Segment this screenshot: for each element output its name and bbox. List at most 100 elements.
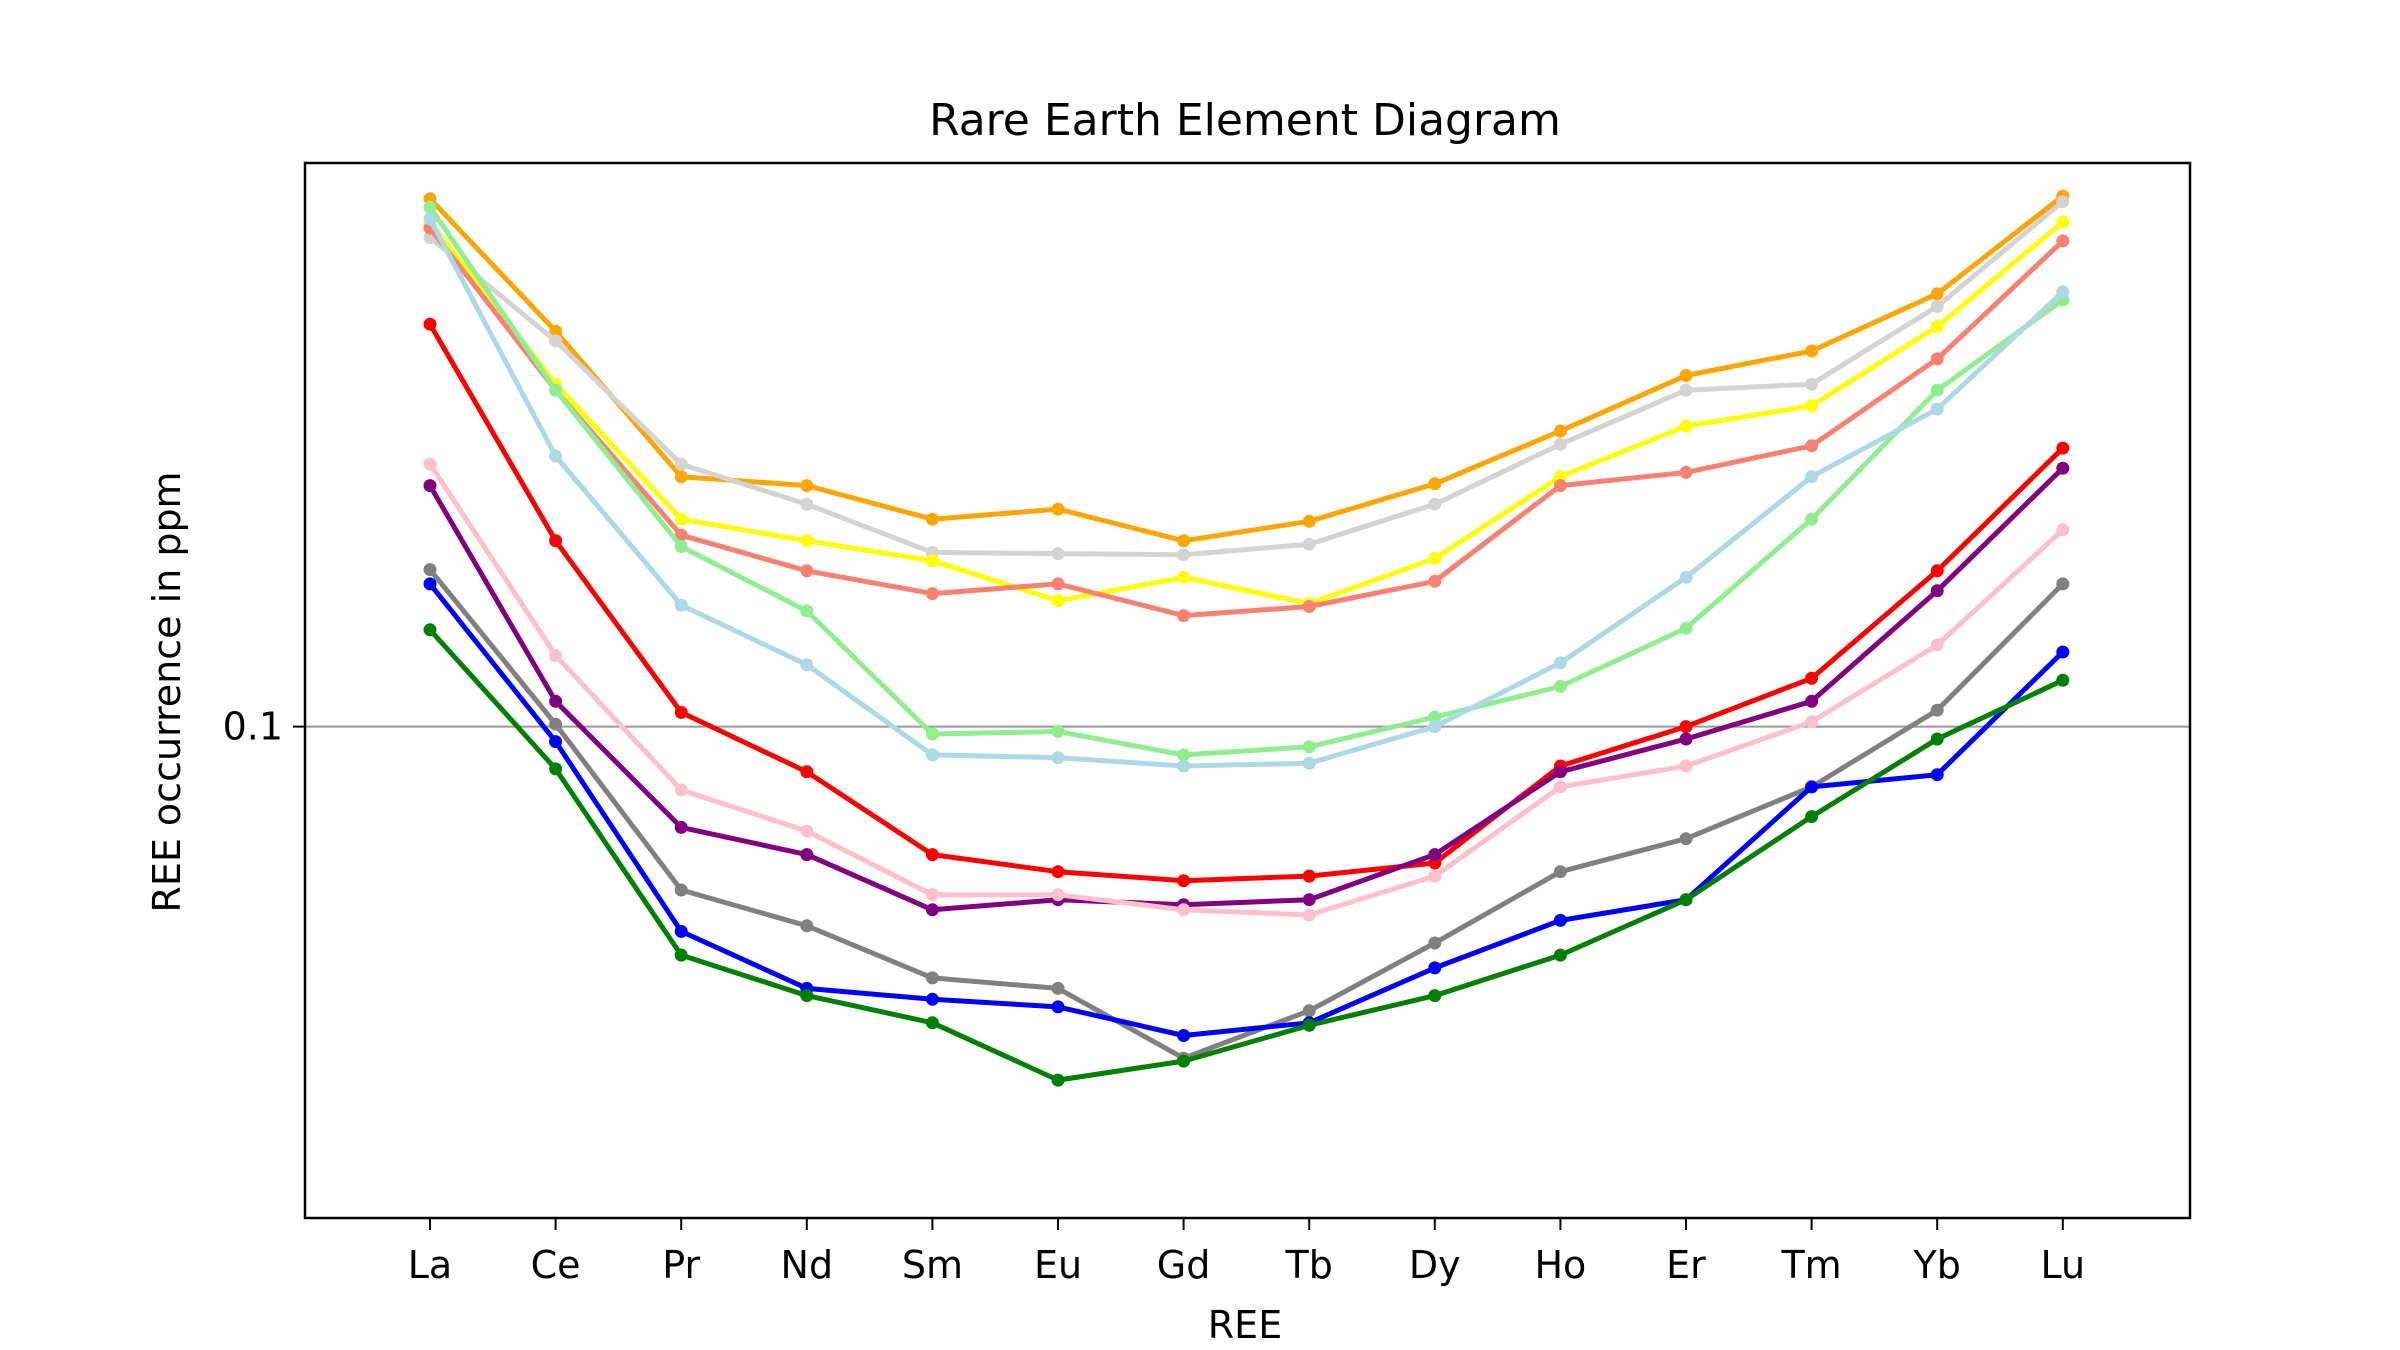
series-7-point-Ce	[549, 534, 563, 548]
series-10-point-Tb	[1302, 1004, 1316, 1018]
series-11-point-La	[423, 577, 437, 591]
series-2-point-Tb	[1302, 537, 1316, 551]
series-1-line	[427, 193, 2066, 544]
series-3-point-Ho	[1553, 470, 1567, 484]
series-11	[423, 577, 2070, 1042]
series-8-point-Dy	[1428, 848, 1442, 862]
series-3-point-Lu	[2056, 215, 2070, 229]
series-7-point-Gd	[1177, 874, 1191, 888]
series-4-line	[427, 225, 2066, 619]
series-4-point-Dy	[1428, 574, 1442, 588]
series-9-point-Gd	[1177, 903, 1191, 917]
series-4-point-Eu	[1051, 577, 1065, 591]
series-4-point-Lu	[2056, 234, 2070, 248]
series-layer	[423, 189, 2070, 1087]
series-12-point-Eu	[1051, 1073, 1065, 1087]
series-9-point-Tm	[1805, 715, 1819, 729]
series-2-point-Yb	[1930, 299, 1944, 313]
series-8-point-Tb	[1302, 893, 1316, 907]
series-12-point-Lu	[2056, 673, 2070, 687]
series-5-point-Sm	[925, 727, 939, 741]
series-4-point-Tm	[1805, 439, 1819, 453]
series-8-point-La	[423, 479, 437, 493]
series-4-point-Nd	[800, 564, 814, 578]
series-5-point-Nd	[800, 604, 814, 618]
series-3-point-Pr	[674, 512, 688, 526]
series-9	[423, 457, 2070, 922]
series-11-point-Gd	[1177, 1029, 1191, 1042]
series-3-point-Yb	[1930, 320, 1944, 333]
chart-title: Rare Earth Element Diagram	[929, 95, 1561, 146]
series-1-point-Gd	[1177, 534, 1191, 548]
series-12-point-Sm	[925, 1016, 939, 1030]
series-2-point-Tm	[1805, 377, 1819, 391]
series-9-point-Er	[1679, 759, 1693, 773]
series-5-point-Pr	[674, 540, 688, 553]
series-1-point-Dy	[1428, 477, 1442, 491]
series-6-point-Dy	[1428, 720, 1442, 734]
series-10-line	[427, 567, 2066, 1061]
series-3-point-Sm	[925, 554, 939, 568]
series-12-point-Yb	[1930, 732, 1944, 746]
series-6-point-Pr	[674, 598, 688, 612]
series-3-point-Dy	[1428, 551, 1442, 565]
x-tick-label-Gd: Gd	[1157, 1243, 1211, 1287]
series-2-point-Ce	[549, 334, 563, 348]
series-12-point-Gd	[1177, 1054, 1191, 1068]
series-2-point-Lu	[2056, 195, 2070, 209]
series-12-point-Dy	[1428, 989, 1442, 1003]
series-12-point-Er	[1679, 893, 1693, 907]
series-5-point-Dy	[1428, 710, 1442, 724]
series-6-point-La	[423, 212, 437, 226]
series-1-point-Ce	[549, 324, 563, 338]
series-6-point-Sm	[925, 748, 939, 762]
series-9-point-Ho	[1553, 780, 1567, 794]
series-1-point-Pr	[674, 470, 688, 484]
series-8-line	[427, 465, 2066, 913]
series-9-point-Eu	[1051, 888, 1065, 902]
series-6-point-Yb	[1930, 402, 1944, 416]
series-4	[423, 221, 2070, 623]
series-7-point-Tb	[1302, 869, 1316, 883]
series-8-point-Sm	[925, 903, 939, 917]
series-12-point-Pr	[674, 948, 688, 962]
series-4-point-Gd	[1177, 609, 1191, 623]
series-9-point-Sm	[925, 888, 939, 902]
series-7-point-Er	[1679, 720, 1693, 734]
series-4-point-Ho	[1553, 479, 1567, 493]
series-6-point-Gd	[1177, 759, 1191, 773]
series-4-point-Yb	[1930, 352, 1944, 366]
series-11-point-Ce	[549, 735, 563, 749]
series-6-line	[427, 216, 2066, 769]
series-11-point-Dy	[1428, 961, 1442, 975]
series-10-point-Yb	[1930, 703, 1944, 717]
series-5-line	[427, 204, 2066, 758]
series-5-point-Gd	[1177, 748, 1191, 762]
x-tick-label-Tm: Tm	[1780, 1243, 1841, 1287]
series-8-point-Er	[1679, 732, 1693, 746]
series-6-point-Nd	[800, 658, 814, 672]
series-11-point-Sm	[925, 992, 939, 1006]
series-12-point-Nd	[800, 989, 814, 1003]
series-11-point-Eu	[1051, 1000, 1065, 1014]
series-8-point-Pr	[674, 820, 688, 834]
series-2	[423, 195, 2070, 562]
series-5-point-La	[423, 200, 437, 214]
x-tick-label-Ce: Ce	[531, 1243, 581, 1287]
x-tick-label-Eu: Eu	[1034, 1243, 1082, 1287]
series-5-point-Tb	[1302, 740, 1316, 754]
series-4-point-Er	[1679, 465, 1693, 479]
y-axis-label: REE occurrence in ppm	[145, 471, 189, 912]
series-2-point-Dy	[1428, 497, 1442, 511]
series-10-point-Ce	[549, 717, 563, 731]
series-2-point-Nd	[800, 497, 814, 511]
series-9-point-Lu	[2056, 523, 2070, 537]
series-1	[423, 189, 2070, 548]
series-10-point-Eu	[1051, 981, 1065, 995]
series-7-point-Lu	[2056, 441, 2070, 455]
series-11-point-Lu	[2056, 645, 2070, 659]
series-6-point-Lu	[2056, 285, 2070, 299]
series-12-point-Ce	[549, 762, 563, 776]
series-5-point-Tm	[1805, 512, 1819, 526]
